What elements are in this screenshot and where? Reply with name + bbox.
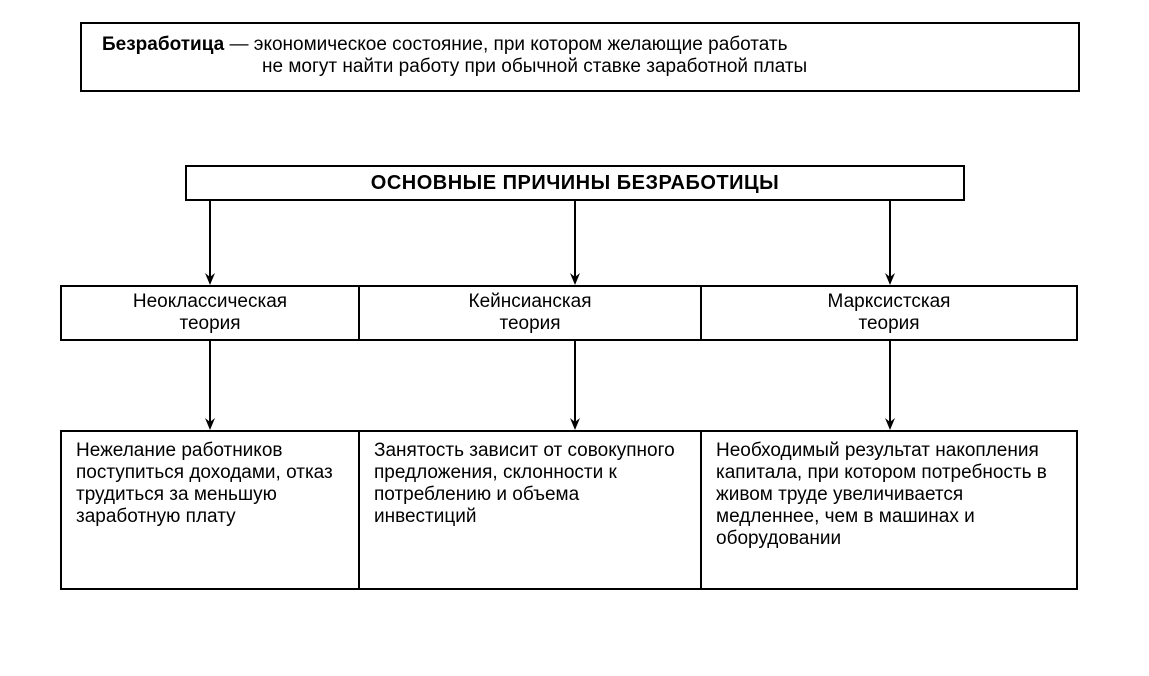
desc-box-marxist: Необходимый результат накопления капитал… bbox=[700, 430, 1078, 590]
theory-box-neoclassical: Неоклассическая теория bbox=[60, 285, 360, 341]
desc3-text: Необходимый результат накопления капитал… bbox=[716, 440, 1047, 549]
theory2-line2: теория bbox=[499, 313, 560, 334]
definition-term: Безработица bbox=[102, 34, 224, 55]
theory2-line1: Кейнсианская bbox=[469, 291, 592, 312]
main-title-box: ОСНОВНЫЕ ПРИЧИНЫ БЕЗРАБОТИЦЫ bbox=[185, 165, 965, 201]
definition-box: Безработица — экономическое состояние, п… bbox=[80, 22, 1080, 92]
theory1-line1: Неоклассическая bbox=[133, 291, 287, 312]
theory3-line1: Марксистская bbox=[828, 291, 951, 312]
definition-sep: — bbox=[224, 34, 254, 55]
theory-box-keynesian: Кейнсианская теория bbox=[358, 285, 702, 341]
definition-line1: экономическое состояние, при котором жел… bbox=[254, 34, 788, 55]
theory3-line2: теория bbox=[858, 313, 919, 334]
theory1-line2: теория bbox=[179, 313, 240, 334]
desc-box-neoclassical: Нежелание работников поступиться доходам… bbox=[60, 430, 360, 590]
main-title-text: ОСНОВНЫЕ ПРИЧИНЫ БЕЗРАБОТИЦЫ bbox=[371, 172, 779, 194]
desc2-text: Занятость зависит от совокупного предлож… bbox=[374, 440, 675, 527]
definition-line2: не могут найти работу при обычной ставке… bbox=[262, 56, 807, 77]
diagram-canvas: Безработица — экономическое состояние, п… bbox=[0, 0, 1149, 676]
desc1-text: Нежелание работников поступиться доходам… bbox=[76, 440, 333, 527]
desc-box-keynesian: Занятость зависит от совокупного предлож… bbox=[358, 430, 702, 590]
theory-box-marxist: Марксистская теория bbox=[700, 285, 1078, 341]
